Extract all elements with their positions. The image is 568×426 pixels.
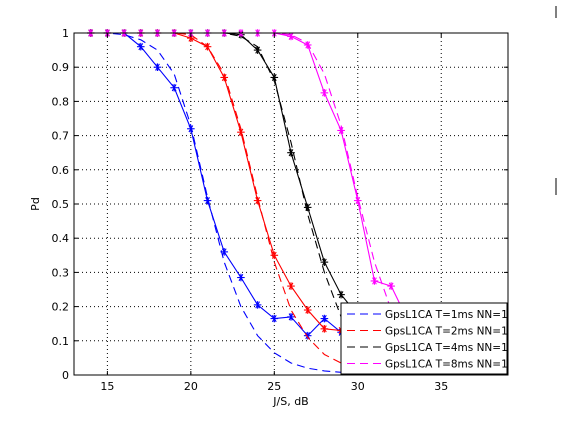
- series-1-point: [253, 301, 262, 309]
- series-4-point: [387, 282, 395, 290]
- x-tick-label: 30: [351, 380, 365, 393]
- y-tick-label: 0.2: [52, 301, 70, 314]
- ticks: 15 20 25 30 35 0 0.1 0.2 0.3 0.4 0.5 0.6 0.7 0.8 0.9 1: [52, 27, 508, 393]
- series-4-point: [353, 196, 362, 205]
- series-1-point: [203, 196, 212, 205]
- series-1-point: [170, 83, 178, 92]
- series-4-point: [287, 32, 295, 41]
- series-3-point: [337, 290, 345, 299]
- series-1-point: [136, 42, 145, 51]
- series-2-point: [303, 306, 312, 314]
- series-1-theoretical-line: [74, 33, 508, 375]
- series-1-point: [303, 331, 312, 340]
- series-4-point: [303, 41, 312, 49]
- legend: GpsL1CA T=1ms NN=1 GpsL1CA T=2ms NN=1 GpsL…: [340, 302, 508, 375]
- grid: [74, 33, 508, 375]
- series-3-point: [270, 73, 279, 82]
- y-tick-label: 0.6: [52, 164, 70, 177]
- x-tick-label: 15: [100, 380, 114, 393]
- series-3-point: [320, 258, 329, 266]
- series-2-point: [320, 325, 329, 333]
- y-tick-label: 0.1: [52, 335, 70, 348]
- series-2-point: [203, 42, 212, 51]
- legend-label: GpsL1CA T=2ms NN=1: [385, 326, 508, 338]
- series-1-point: [153, 63, 162, 71]
- y-tick-label: 0.8: [52, 95, 70, 108]
- y-tick-label: 0.3: [52, 266, 70, 279]
- x-axis-label: J/S, dB: [272, 395, 308, 408]
- y-tick-label: 0.5: [52, 198, 70, 211]
- series-3-point: [303, 203, 312, 212]
- legend-box: [340, 302, 508, 375]
- series-2-point: [220, 73, 229, 82]
- x-tick-label: 25: [267, 380, 281, 393]
- y-axis-label: Pd: [29, 197, 42, 211]
- y-tick-label: 0.7: [52, 130, 70, 143]
- series-1-point: [320, 314, 329, 323]
- legend-label: GpsL1CA T=1ms NN=1: [385, 309, 508, 321]
- series-2-point: [237, 128, 245, 136]
- series-1-point: [287, 313, 295, 321]
- series-2-point: [253, 196, 262, 205]
- legend-label: GpsL1CA T=8ms NN=1: [385, 359, 508, 371]
- series-2-point: [270, 251, 279, 260]
- series-3-point: [287, 148, 295, 157]
- series-4-point: [337, 126, 345, 135]
- x-tick-label: 35: [434, 380, 448, 393]
- legend-label: GpsL1CA T=4ms NN=1: [385, 342, 508, 354]
- y-tick-label: 0.4: [52, 232, 70, 245]
- series-4-point: [370, 277, 379, 285]
- series-1-point: [237, 273, 245, 282]
- series-1-point: [220, 248, 229, 256]
- y-tick-label: 1: [62, 27, 69, 40]
- series-1-point: [187, 124, 195, 133]
- x-tick-label: 20: [184, 380, 198, 393]
- y-tick-label: 0: [62, 369, 69, 382]
- series-2-point: [287, 282, 295, 290]
- y-tick-label: 0.9: [52, 61, 70, 74]
- series-4-point: [320, 89, 329, 97]
- series-1-point: [270, 314, 279, 323]
- series-3-point: [253, 46, 262, 54]
